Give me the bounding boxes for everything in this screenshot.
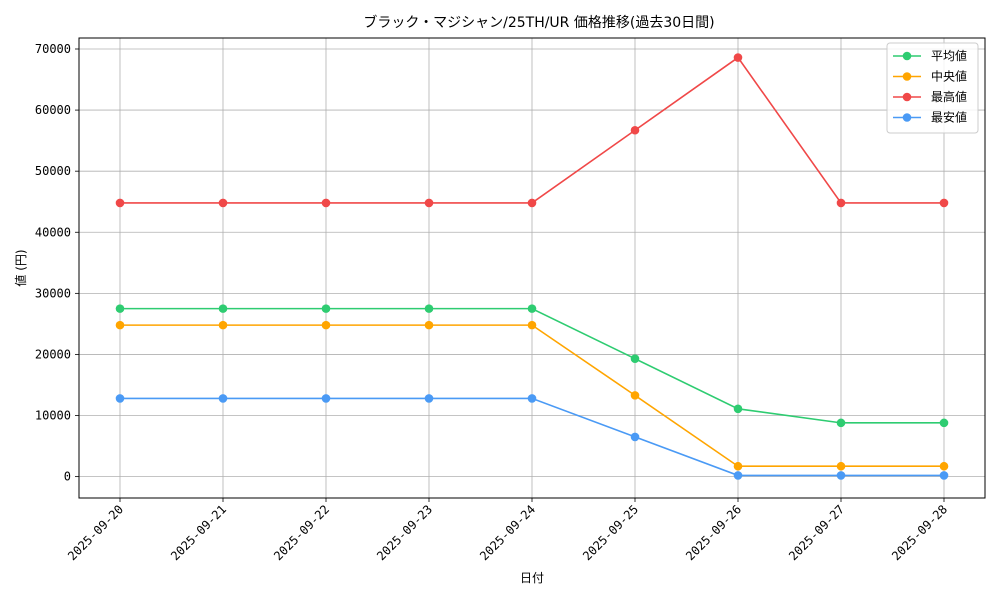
data-point xyxy=(630,125,640,135)
data-point xyxy=(218,304,228,313)
data-point xyxy=(836,418,846,428)
legend-item: 最高値 xyxy=(893,89,967,104)
data-point xyxy=(218,320,228,330)
data-point xyxy=(321,394,331,403)
x-axis-title: 日付 xyxy=(520,571,544,585)
data-point xyxy=(527,394,537,403)
x-tick-label: 2025-09-28 xyxy=(889,502,950,563)
data-point xyxy=(115,320,125,330)
y-axis-title: 値 (円) xyxy=(13,249,28,286)
x-tick-label: 2025-09-25 xyxy=(580,502,641,563)
legend-label: 最高値 xyxy=(931,89,967,104)
data-point xyxy=(218,198,228,208)
x-tick-label: 2025-09-22 xyxy=(271,502,332,563)
y-tick-label: 30000 xyxy=(35,286,71,300)
data-point xyxy=(939,418,949,428)
y-tick-label: 50000 xyxy=(35,164,71,178)
legend-swatch-marker xyxy=(902,113,912,122)
y-tick-label: 70000 xyxy=(35,42,71,56)
y-tick-label: 20000 xyxy=(35,347,71,361)
series-1 xyxy=(115,320,949,471)
data-point xyxy=(115,304,125,313)
series xyxy=(115,53,949,480)
data-point xyxy=(630,432,640,442)
data-point xyxy=(218,394,228,403)
legend-label: 中央値 xyxy=(931,69,967,84)
data-point xyxy=(733,404,743,414)
data-point xyxy=(939,198,949,208)
series-0 xyxy=(115,304,949,428)
data-point xyxy=(630,391,640,400)
series-2 xyxy=(115,53,949,208)
data-point xyxy=(630,354,640,364)
chart-title: ブラック・マジシャン/25TH/UR 価格推移(過去30日間) xyxy=(363,14,714,31)
data-point xyxy=(115,198,125,208)
data-point xyxy=(321,320,331,330)
data-point xyxy=(836,461,846,471)
data-point xyxy=(527,320,537,330)
data-point xyxy=(321,198,331,208)
legend-item: 平均値 xyxy=(893,48,967,63)
y-tick-label: 10000 xyxy=(35,409,71,423)
x-tick-label: 2025-09-26 xyxy=(683,502,744,563)
data-point xyxy=(321,304,331,313)
data-point xyxy=(939,471,949,480)
data-point xyxy=(733,53,743,62)
data-point xyxy=(527,304,537,313)
data-point xyxy=(836,198,846,208)
data-point xyxy=(939,461,949,471)
data-point xyxy=(527,198,537,208)
x-tick-label: 2025-09-24 xyxy=(477,502,538,563)
y-tick-label: 40000 xyxy=(35,225,71,239)
x-tick-label: 2025-09-20 xyxy=(65,502,126,563)
y-tick-label: 60000 xyxy=(35,103,71,117)
data-point xyxy=(836,471,846,480)
grid xyxy=(79,38,985,498)
x-tick-label: 2025-09-21 xyxy=(168,502,229,563)
y-tick-label: 0 xyxy=(64,470,71,484)
legend-label: 平均値 xyxy=(931,48,967,63)
data-point xyxy=(733,461,743,471)
data-point xyxy=(424,394,434,403)
data-point xyxy=(115,394,125,403)
legend-box xyxy=(886,42,979,134)
data-point xyxy=(424,320,434,330)
legend-label: 最安値 xyxy=(931,110,967,125)
legend-item: 最安値 xyxy=(893,110,967,125)
legend-swatch-marker xyxy=(902,92,912,102)
x-axis: 2025-09-20 2025-09-21 2025-09-22 2025-09-23… xyxy=(65,498,950,563)
data-point xyxy=(733,471,743,480)
series-3 xyxy=(115,394,949,480)
legend-item: 中央値 xyxy=(893,69,967,84)
y-axis: 0 10000 20000 30000 40000 50000 60000 70000 xyxy=(35,42,79,484)
legend-swatch-marker xyxy=(902,72,912,81)
x-tick-label: 2025-09-27 xyxy=(786,502,847,563)
data-point xyxy=(424,198,434,208)
x-tick-label: 2025-09-23 xyxy=(374,502,435,563)
legend-swatch-marker xyxy=(902,51,912,61)
data-point xyxy=(424,304,434,313)
